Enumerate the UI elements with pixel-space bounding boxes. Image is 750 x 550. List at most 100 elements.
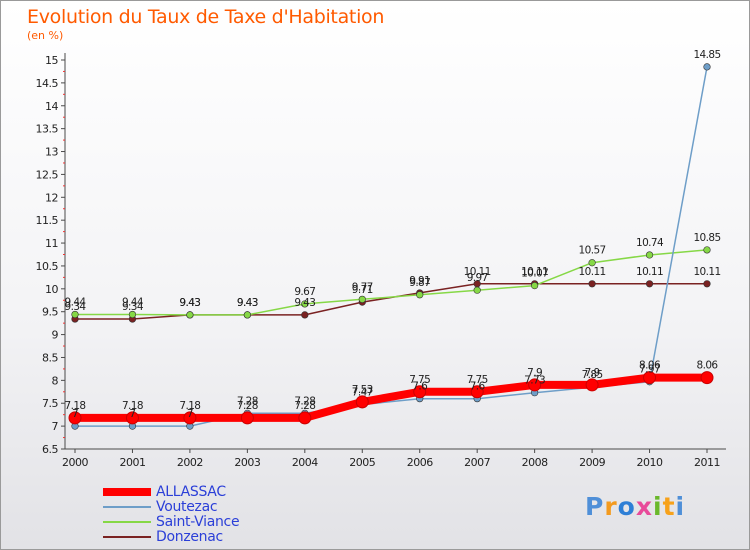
data-label-allassac: 7.28	[237, 400, 258, 412]
data-label-voutezac: 7.28	[294, 395, 315, 407]
data-point-saint-viance[interactable]	[531, 282, 539, 290]
data-label-allassac: 7.9	[527, 367, 542, 379]
y-tick-label: 12.5	[36, 168, 59, 181]
legend-item-voutezac[interactable]: Voutezac	[103, 499, 303, 515]
data-point-allassac[interactable]	[643, 371, 657, 385]
x-tick-label: 2004	[292, 456, 318, 469]
data-label-donzenac: 9.71	[352, 284, 373, 296]
data-point-donzenac[interactable]	[301, 311, 309, 319]
data-label-donzenac: 9.43	[237, 297, 258, 309]
data-point-saint-viance[interactable]	[588, 259, 596, 267]
data-point-saint-viance[interactable]	[186, 311, 194, 319]
data-label-donzenac: 10.11	[521, 266, 548, 278]
data-label-allassac: 8.06	[639, 360, 661, 372]
data-point-donzenac[interactable]	[588, 280, 596, 288]
y-axis-unit-label: (en %)	[27, 29, 64, 42]
x-axis-ticks: 2000 2001 2002 2003 2004 2005 2006 2007 2008 2009…	[62, 449, 721, 469]
legend-item-donzenac[interactable]: Donzenac	[103, 529, 303, 545]
data-label-voutezac: 7	[187, 408, 193, 420]
logo-letter: P	[585, 492, 605, 521]
data-label-voutezac: 14.85	[693, 49, 720, 61]
logo-letter: r	[604, 492, 618, 521]
logo-letter: i	[653, 492, 663, 521]
y-tick-label: 10.5	[36, 260, 59, 273]
x-tick-label: 2006	[407, 456, 433, 469]
data-label-voutezac: 7.97	[639, 364, 660, 376]
y-tick-label: 14	[45, 100, 58, 113]
data-point-saint-viance[interactable]	[645, 251, 654, 259]
data-label-saint-viance: 9.43	[179, 297, 200, 309]
data-point-saint-viance[interactable]	[128, 310, 137, 319]
y-tick-label: 7	[52, 420, 59, 433]
data-point-saint-viance[interactable]	[243, 311, 251, 319]
data-point-saint-viance[interactable]	[71, 310, 79, 319]
data-point-allassac[interactable]	[240, 411, 254, 425]
data-label-allassac: 7.75	[467, 374, 488, 386]
series-points	[68, 63, 714, 430]
data-label-donzenac: 10.11	[693, 266, 720, 278]
data-point-allassac[interactable]	[470, 385, 484, 399]
data-point-allassac[interactable]	[298, 411, 312, 425]
y-tick-label: 6.5	[42, 443, 58, 456]
data-label-saint-viance: 9.44	[122, 296, 144, 308]
data-point-allassac[interactable]	[585, 378, 599, 392]
legend-label-donzenac: Donzenac	[156, 529, 223, 545]
y-tick-label: 13.5	[36, 123, 59, 136]
data-label-saint-viance: 9.97	[467, 272, 488, 284]
data-labels: 7.18 7.18 7.18 7.28 7.287.537.75 7.757.9 7.98.…	[65, 49, 722, 420]
x-tick-label: 2009	[579, 456, 605, 469]
data-point-saint-viance[interactable]	[703, 246, 711, 254]
data-label-voutezac: 7	[129, 408, 135, 420]
data-label-donzenac: 10.11	[464, 266, 491, 278]
y-tick-label: 15	[45, 54, 58, 67]
data-point-allassac[interactable]	[413, 385, 427, 399]
x-tick-label: 2003	[234, 456, 260, 469]
y-tick-label: 12	[45, 191, 58, 204]
data-label-saint-viance: 10.85	[693, 232, 720, 244]
data-label-saint-viance: 9.67	[294, 286, 315, 298]
data-point-saint-viance[interactable]	[301, 300, 309, 308]
legend-item-allassac[interactable]: ALLASSAC	[103, 484, 303, 500]
data-point-donzenac[interactable]	[645, 280, 654, 288]
series-line-allassac	[71, 373, 711, 422]
data-point-allassac[interactable]	[68, 411, 82, 425]
y-tick-label: 11	[45, 237, 58, 250]
x-tick-label: 2011	[694, 456, 720, 469]
data-label-voutezac: 7.28	[237, 395, 258, 407]
x-tick-label: 2001	[119, 456, 145, 469]
data-point-allassac[interactable]	[355, 395, 369, 409]
data-point-saint-viance[interactable]	[358, 295, 366, 303]
data-point-saint-viance[interactable]	[416, 291, 424, 299]
data-point-allassac[interactable]	[528, 378, 542, 392]
x-tick-label: 2007	[464, 456, 490, 469]
data-label-allassac: 7.28	[294, 400, 315, 412]
series-lines	[71, 66, 711, 427]
data-label-saint-viance: 9.43	[237, 297, 258, 309]
legend-label-voutezac: Voutezac	[156, 499, 218, 515]
data-label-voutezac: 7	[72, 408, 78, 420]
series-line-donzenac	[74, 283, 708, 320]
data-label-voutezac: 7.6	[470, 381, 486, 393]
legend-label-allassac: ALLASSAC	[156, 484, 226, 500]
y-tick-label: 8	[52, 374, 59, 387]
y-tick-label: 7.5	[42, 397, 58, 410]
data-point-allassac[interactable]	[183, 411, 197, 425]
legend-item-saint-viance[interactable]: Saint-Viance	[103, 514, 303, 530]
data-point-allassac[interactable]	[700, 371, 714, 385]
data-point-allassac[interactable]	[125, 411, 139, 425]
data-label-allassac: 7.53	[352, 384, 373, 396]
logo-letter: x	[635, 492, 653, 521]
x-tick-label: 2002	[177, 456, 203, 469]
legend-swatch-donzenac	[103, 536, 151, 538]
data-label-donzenac: 10.11	[579, 266, 606, 278]
data-point-donzenac[interactable]	[703, 280, 711, 288]
data-point-saint-viance[interactable]	[473, 286, 481, 294]
data-label-allassac: 7.18	[122, 400, 143, 412]
series-line-voutezac	[74, 66, 708, 427]
y-tick-label: 14.5	[36, 77, 59, 90]
x-tick-label: 2010	[637, 456, 663, 469]
data-point-voutezac[interactable]	[703, 63, 711, 71]
data-label-saint-viance: 10.74	[636, 237, 664, 249]
